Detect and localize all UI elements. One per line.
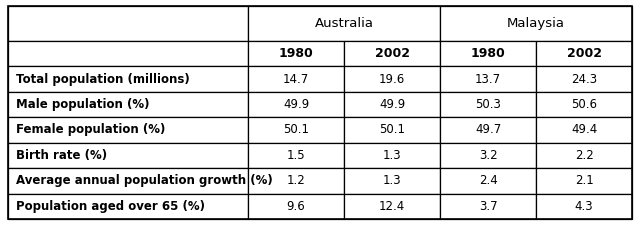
Text: 2.1: 2.1 bbox=[575, 174, 593, 187]
Text: 49.7: 49.7 bbox=[475, 124, 501, 136]
Bar bbox=[248, 117, 344, 143]
Bar bbox=[536, 92, 632, 117]
Bar bbox=[8, 143, 248, 168]
Bar bbox=[440, 6, 632, 41]
Text: 1.3: 1.3 bbox=[383, 174, 401, 187]
Bar bbox=[440, 41, 536, 66]
Text: 4.3: 4.3 bbox=[575, 200, 593, 213]
Text: Birth rate (%): Birth rate (%) bbox=[16, 149, 107, 162]
Bar bbox=[248, 143, 344, 168]
Text: 50.1: 50.1 bbox=[283, 124, 309, 136]
Bar bbox=[536, 41, 632, 66]
Bar bbox=[344, 194, 440, 219]
Bar bbox=[8, 41, 248, 66]
Text: Population aged over 65 (%): Population aged over 65 (%) bbox=[16, 200, 205, 213]
Text: Malaysia: Malaysia bbox=[507, 17, 565, 30]
Text: 1.3: 1.3 bbox=[383, 149, 401, 162]
Bar bbox=[344, 168, 440, 194]
Bar bbox=[440, 92, 536, 117]
Text: 49.9: 49.9 bbox=[379, 98, 405, 111]
Text: Average annual population growth (%): Average annual population growth (%) bbox=[16, 174, 273, 187]
Text: 13.7: 13.7 bbox=[475, 72, 501, 86]
Bar bbox=[440, 168, 536, 194]
Bar bbox=[344, 117, 440, 143]
Text: 14.7: 14.7 bbox=[283, 72, 309, 86]
Text: Female population (%): Female population (%) bbox=[16, 124, 165, 136]
Text: 50.3: 50.3 bbox=[475, 98, 501, 111]
Text: 1980: 1980 bbox=[470, 47, 506, 60]
Text: 2002: 2002 bbox=[374, 47, 410, 60]
Text: 1980: 1980 bbox=[278, 47, 314, 60]
Text: 1.2: 1.2 bbox=[287, 174, 305, 187]
Bar bbox=[8, 194, 248, 219]
Text: 50.6: 50.6 bbox=[571, 98, 597, 111]
Bar bbox=[8, 117, 248, 143]
Bar bbox=[440, 143, 536, 168]
Text: 24.3: 24.3 bbox=[571, 72, 597, 86]
Bar bbox=[8, 66, 248, 92]
Bar bbox=[8, 6, 248, 41]
Bar bbox=[440, 194, 536, 219]
Text: 19.6: 19.6 bbox=[379, 72, 405, 86]
Text: 49.9: 49.9 bbox=[283, 98, 309, 111]
Text: Male population (%): Male population (%) bbox=[16, 98, 150, 111]
Bar bbox=[344, 92, 440, 117]
Text: Australia: Australia bbox=[314, 17, 374, 30]
Bar bbox=[248, 168, 344, 194]
Text: 2.2: 2.2 bbox=[575, 149, 593, 162]
Bar bbox=[536, 143, 632, 168]
Text: 1.5: 1.5 bbox=[287, 149, 305, 162]
Text: 12.4: 12.4 bbox=[379, 200, 405, 213]
Text: 9.6: 9.6 bbox=[287, 200, 305, 213]
Bar bbox=[248, 92, 344, 117]
Bar bbox=[248, 41, 344, 66]
Bar bbox=[248, 194, 344, 219]
Text: 49.4: 49.4 bbox=[571, 124, 597, 136]
Bar bbox=[536, 117, 632, 143]
Text: 2.4: 2.4 bbox=[479, 174, 497, 187]
Bar bbox=[248, 66, 344, 92]
Text: 50.1: 50.1 bbox=[379, 124, 405, 136]
Bar bbox=[344, 143, 440, 168]
Bar bbox=[536, 168, 632, 194]
Bar bbox=[440, 66, 536, 92]
Text: Total population (millions): Total population (millions) bbox=[16, 72, 189, 86]
Bar bbox=[536, 194, 632, 219]
Text: 2002: 2002 bbox=[566, 47, 602, 60]
Bar bbox=[536, 66, 632, 92]
Text: 3.7: 3.7 bbox=[479, 200, 497, 213]
Text: 3.2: 3.2 bbox=[479, 149, 497, 162]
Bar bbox=[8, 168, 248, 194]
Bar bbox=[248, 6, 440, 41]
Bar bbox=[344, 66, 440, 92]
Bar bbox=[440, 117, 536, 143]
Bar bbox=[344, 41, 440, 66]
Bar bbox=[8, 92, 248, 117]
